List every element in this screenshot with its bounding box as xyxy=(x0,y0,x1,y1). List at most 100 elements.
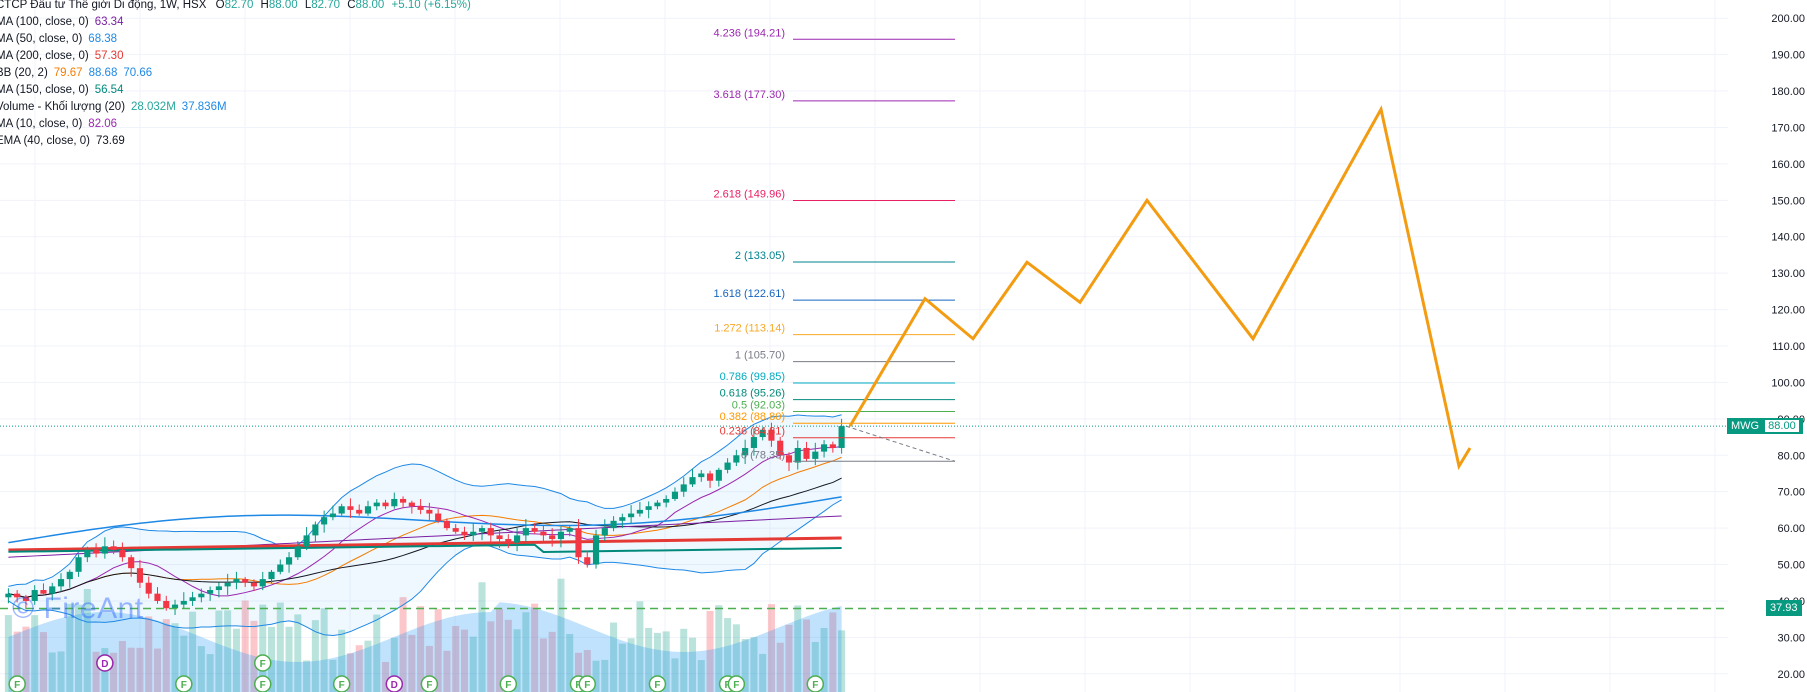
projection-zigzag xyxy=(848,105,1472,471)
indicator-label: MA (50, close, 0) xyxy=(0,33,83,45)
volume-bar xyxy=(829,612,837,692)
event-marker-label: F xyxy=(339,680,345,691)
candle-body xyxy=(242,579,249,583)
candle-body xyxy=(338,506,345,514)
candle-body xyxy=(435,513,442,521)
candle-body xyxy=(180,600,187,605)
volume-bar xyxy=(811,641,819,692)
candle-body xyxy=(75,557,82,572)
ohlc-open: 82.70 xyxy=(224,0,254,11)
candle-body xyxy=(610,520,617,529)
candle-body xyxy=(101,546,108,554)
event-marker-label: F xyxy=(654,680,660,691)
event-marker-label: F xyxy=(584,680,590,691)
axis-tick-label: 30.00 xyxy=(1777,632,1805,644)
ohlc-close: 88.00 xyxy=(355,0,385,11)
indicator-value: 70.66 xyxy=(123,67,153,79)
axis-tick-label: 110.00 xyxy=(1772,341,1805,353)
legend-indicator-row[interactable]: MA (10, close, 0) 82.06 xyxy=(0,116,471,133)
candle-body xyxy=(329,513,336,518)
fib-label: 0.382 (88.80) xyxy=(720,411,785,423)
event-marker-label: D xyxy=(391,680,398,691)
axis-tick-label: 200.00 xyxy=(1771,13,1805,25)
event-marker xyxy=(420,675,439,692)
candle-body xyxy=(400,498,407,503)
candle-body xyxy=(794,447,801,463)
volume-bar xyxy=(75,604,83,692)
volume-bar xyxy=(197,646,205,692)
volume-bar xyxy=(425,645,433,692)
candle-body xyxy=(5,593,12,598)
volume-bar xyxy=(92,651,100,692)
candle-body xyxy=(426,509,433,514)
price-tag-symbol: MWG xyxy=(1731,420,1760,433)
legend-symbol-row[interactable]: CTCP Đầu tư Thế giới Di động, 1W, HSX O8… xyxy=(0,0,471,14)
volume-bar xyxy=(364,640,372,692)
volume-bar xyxy=(110,652,118,692)
support-tag-value: 37.93 xyxy=(1770,602,1798,615)
volume-bar xyxy=(759,653,767,692)
candle-body xyxy=(154,593,161,601)
volume-bar xyxy=(329,659,337,692)
candle-body xyxy=(636,509,643,514)
volume-bar xyxy=(136,647,144,692)
candle-body xyxy=(233,579,240,583)
legend-indicator-row[interactable]: BB (20, 2) 79.67 88.68 70.66 xyxy=(0,65,471,82)
candle-body xyxy=(715,469,722,481)
candle-body xyxy=(259,579,266,587)
candle-body xyxy=(171,604,179,609)
legend-indicator-row[interactable]: EMA (40, close, 0) 73.69 xyxy=(0,133,471,150)
event-marker xyxy=(806,675,825,692)
volume-bar xyxy=(645,627,653,692)
candle-body xyxy=(31,590,38,601)
volume-bar xyxy=(618,643,626,692)
axis-tick-label: 130.00 xyxy=(1771,268,1805,280)
candle-body xyxy=(285,557,293,565)
volume-bar xyxy=(4,615,12,692)
volume-bar xyxy=(434,609,442,692)
volume-bar xyxy=(531,603,539,692)
volume-bar xyxy=(294,614,302,692)
event-marker xyxy=(8,675,26,692)
candle-body xyxy=(698,473,705,478)
ohlc-close-label: C xyxy=(347,0,356,11)
candle-body xyxy=(759,429,766,438)
volume-bar xyxy=(83,588,91,692)
candle-body xyxy=(470,531,477,536)
volume-bar xyxy=(443,650,451,692)
candle-body xyxy=(364,506,372,514)
candlesticks xyxy=(5,418,845,616)
volume-bar xyxy=(259,604,267,692)
candle-body xyxy=(821,444,828,452)
candle-body xyxy=(22,597,29,601)
legend-indicator-row[interactable]: Volume - Khối lượng (20) 28.032M 37.836M xyxy=(0,99,471,116)
legend-indicator-row[interactable]: MA (100, close, 0) 63.34 xyxy=(0,14,471,31)
volume-bar xyxy=(803,619,811,692)
volume-bar xyxy=(724,618,732,692)
volume-bar xyxy=(13,631,21,692)
volume-bar xyxy=(452,625,460,692)
legend-indicator-row[interactable]: MA (50, close, 0) 68.38 xyxy=(0,31,471,48)
fib-label: 1.272 (113.14) xyxy=(714,323,785,335)
candle-body xyxy=(145,582,152,594)
candle-body xyxy=(505,539,512,543)
indicator-label: MA (10, close, 0) xyxy=(0,118,83,130)
candle-body xyxy=(549,535,556,540)
axis-tick-label: 50.00 xyxy=(1777,560,1805,572)
indicator-label: MA (200, close, 0) xyxy=(0,50,89,62)
legend-indicator-row[interactable]: MA (200, close, 0) 57.30 xyxy=(0,48,471,65)
volume-bar xyxy=(732,624,740,692)
axis-tick-label: 190.00 xyxy=(1771,50,1805,62)
fib-label: 0.236 (84.81) xyxy=(720,426,785,438)
volume-bar xyxy=(548,631,556,692)
event-marker xyxy=(253,654,272,672)
support-level-tag: 37.93 xyxy=(1766,600,1802,617)
legend-indicator-row[interactable]: MA (150, close, 0) 56.54 xyxy=(0,82,471,99)
candle-body xyxy=(207,590,214,594)
volume-bar xyxy=(303,660,311,692)
candle-body xyxy=(14,593,21,598)
candle-body xyxy=(347,506,354,510)
candle-body xyxy=(619,517,626,521)
indicator-value: 79.67 xyxy=(53,67,83,79)
